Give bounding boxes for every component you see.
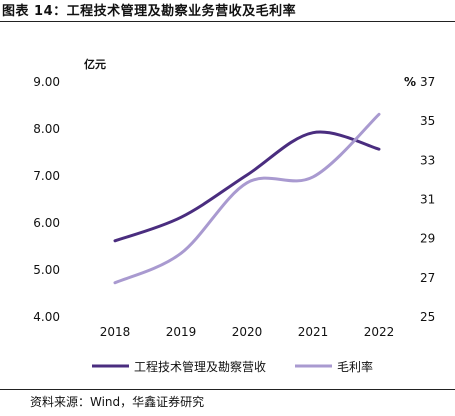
right-tick-label: 33 [420, 153, 435, 167]
x-tick-label: 2022 [364, 325, 395, 339]
x-tick-label: 2021 [298, 325, 329, 339]
x-tick-label: 2018 [100, 325, 131, 339]
left-tick-label: 8.00 [33, 122, 60, 136]
right-tick-label: 29 [420, 232, 435, 246]
right-tick-label: 27 [420, 271, 435, 285]
figure-title: 图表 14：工程技术管理及勘察业务营收及毛利率 [2, 4, 297, 19]
right-tick-label: 35 [420, 114, 435, 128]
left-tick-label: 7.00 [33, 169, 60, 183]
series-line-1 [113, 130, 381, 243]
x-tick-label: 2020 [232, 325, 263, 339]
right-axis-unit: % [404, 75, 416, 89]
left-axis-unit: 亿元 [84, 57, 106, 71]
series-line-2 [113, 112, 381, 285]
left-tick-label: 5.00 [33, 263, 60, 277]
left-tick-label: 4.00 [33, 310, 60, 324]
source-note: 资料来源：Wind，华鑫证券研究 [30, 395, 205, 409]
right-tick-label: 25 [420, 310, 435, 324]
x-tick-label: 2019 [166, 325, 197, 339]
right-tick-label: 31 [420, 193, 435, 207]
right-tick-label: 37 [420, 75, 435, 89]
left-tick-label: 9.00 [33, 75, 60, 89]
top-rule [0, 21, 455, 22]
legend-label-1: 工程技术管理及勘察营收 [134, 359, 266, 374]
legend-label-2: 毛利率 [337, 359, 373, 374]
bottom-rule [0, 389, 455, 390]
left-tick-label: 6.00 [33, 216, 60, 230]
